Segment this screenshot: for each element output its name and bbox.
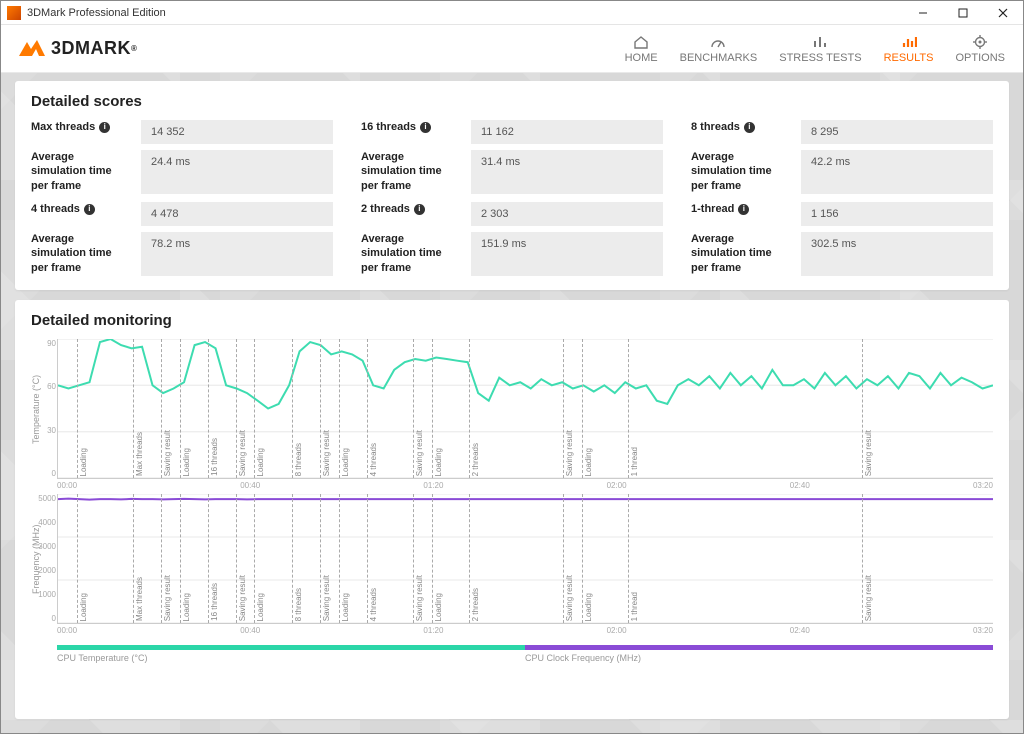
nav-icon	[812, 34, 828, 50]
score-title: 4 threadsi	[31, 202, 131, 216]
app-window: 3DMark Professional Edition 3DMARK® HOME…	[0, 0, 1024, 734]
temp-xticks: 00:0000:4001:2002:0002:4003:20	[31, 479, 993, 494]
freq-chart-area: 500040003000200010000 LoadingMax threads…	[57, 494, 993, 624]
nav: HOME BENCHMARKS STRESS TESTS RESULTS OPTIONS	[625, 34, 1005, 64]
nav-stress-tests[interactable]: STRESS TESTS	[779, 34, 861, 64]
score-block: 1-threadi 1 156 Average simulation time pe…	[691, 202, 993, 276]
nav-options[interactable]: OPTIONS	[955, 34, 1005, 64]
app-icon	[7, 6, 21, 20]
info-icon[interactable]: i	[99, 122, 110, 133]
avg-label: Average simulation time per frame	[361, 232, 461, 275]
legend-freq-label: CPU Clock Frequency (MHz)	[525, 653, 641, 663]
info-icon[interactable]: i	[744, 122, 755, 133]
avg-label: Average simulation time per frame	[31, 232, 131, 275]
score-value: 2 303	[471, 202, 663, 226]
nav-icon	[633, 34, 649, 50]
detailed-monitoring-card: Detailed monitoring Temperature (°C) 906…	[15, 300, 1009, 719]
avg-label: Average simulation time per frame	[361, 150, 461, 193]
score-value: 4 478	[141, 202, 333, 226]
legend-labels: CPU Temperature (°C) CPU Clock Frequency…	[31, 650, 993, 663]
nav-benchmarks[interactable]: BENCHMARKS	[680, 34, 758, 64]
info-icon[interactable]: i	[420, 122, 431, 133]
close-button[interactable]	[983, 1, 1023, 25]
avg-label: Average simulation time per frame	[691, 150, 791, 193]
info-icon[interactable]: i	[84, 204, 95, 215]
score-title: 1-threadi	[691, 202, 791, 216]
header: 3DMARK® HOME BENCHMARKS STRESS TESTS RESULT…	[1, 25, 1023, 73]
minimize-button[interactable]	[903, 1, 943, 25]
score-value: 8 295	[801, 120, 993, 144]
score-block: 4 threadsi 4 478 Average simulation time p…	[31, 202, 333, 276]
temperature-chart: Temperature (°C) 9060300 LoadingMax thre…	[31, 339, 993, 479]
freq-xticks: 00:0000:4001:2002:0002:4003:20	[31, 624, 993, 639]
nav-home[interactable]: HOME	[625, 34, 658, 64]
score-value: 1 156	[801, 202, 993, 226]
avg-value: 42.2 ms	[801, 150, 993, 194]
legend-temp-label: CPU Temperature (°C)	[57, 653, 525, 663]
nav-icon	[710, 34, 726, 50]
titlebar: 3DMark Professional Edition	[1, 1, 1023, 25]
score-title: Max threadsi	[31, 120, 131, 134]
score-value: 11 162	[471, 120, 663, 144]
window-title: 3DMark Professional Edition	[27, 7, 166, 19]
frequency-chart: Frequency (MHz) 500040003000200010000 Lo…	[31, 494, 993, 624]
avg-value: 31.4 ms	[471, 150, 663, 194]
score-block: 8 threadsi 8 295 Average simulation time p…	[691, 120, 993, 194]
score-title: 2 threadsi	[361, 202, 461, 216]
score-title: 16 threadsi	[361, 120, 461, 134]
monitoring-title: Detailed monitoring	[31, 312, 993, 329]
logo-text: 3DMARK	[51, 38, 131, 59]
avg-value: 24.4 ms	[141, 150, 333, 194]
scores-title: Detailed scores	[31, 93, 993, 110]
avg-label: Average simulation time per frame	[31, 150, 131, 193]
nav-icon	[901, 34, 917, 50]
avg-value: 302.5 ms	[801, 232, 993, 276]
score-block: 16 threadsi 11 162 Average simulation time…	[361, 120, 663, 194]
score-value: 14 352	[141, 120, 333, 144]
nav-icon	[972, 34, 988, 50]
detailed-scores-card: Detailed scores Max threadsi 14 352 Averag…	[15, 81, 1009, 290]
temp-chart-area: 9060300 LoadingMax threadsSaving resultL…	[57, 339, 993, 479]
content: Detailed scores Max threadsi 14 352 Averag…	[1, 73, 1023, 733]
info-icon[interactable]: i	[414, 204, 425, 215]
score-block: Max threadsi 14 352 Average simulation tim…	[31, 120, 333, 194]
logo-mark-icon	[19, 40, 45, 58]
logo[interactable]: 3DMARK®	[19, 38, 137, 59]
info-icon[interactable]: i	[738, 204, 749, 215]
scores-grid: Max threadsi 14 352 Average simulation tim…	[31, 120, 993, 276]
score-block: 2 threadsi 2 303 Average simulation time p…	[361, 202, 663, 276]
score-title: 8 threadsi	[691, 120, 791, 134]
maximize-button[interactable]	[943, 1, 983, 25]
nav-results[interactable]: RESULTS	[884, 34, 934, 64]
avg-value: 78.2 ms	[141, 232, 333, 276]
avg-value: 151.9 ms	[471, 232, 663, 276]
avg-label: Average simulation time per frame	[691, 232, 791, 275]
